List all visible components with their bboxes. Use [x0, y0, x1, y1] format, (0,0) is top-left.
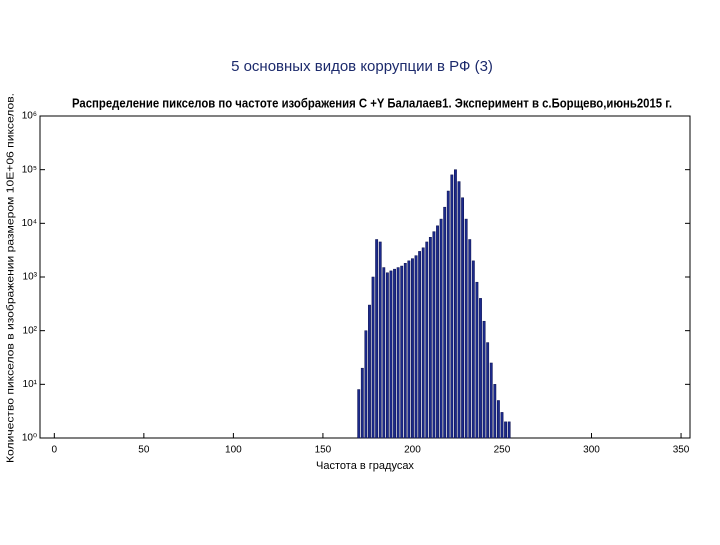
bar — [364, 330, 368, 439]
bar — [411, 258, 414, 439]
x-tick-label: 150 — [315, 445, 332, 456]
y-axis-label: Количество пикселов в изображении размер… — [5, 93, 17, 463]
bar — [479, 298, 482, 439]
bar — [436, 225, 439, 439]
bar — [418, 251, 422, 439]
bar — [432, 231, 436, 439]
y-tick-label: 10¹ — [23, 379, 38, 390]
bar — [439, 218, 443, 439]
bar — [385, 272, 389, 439]
chart-title: Распределение пикселов по частоте изобра… — [72, 95, 672, 110]
bar — [475, 281, 479, 439]
bar — [360, 367, 364, 439]
bar — [421, 247, 425, 439]
bar — [493, 384, 497, 439]
bar — [461, 197, 465, 439]
bar — [396, 267, 400, 439]
bar — [496, 400, 500, 439]
bar — [414, 255, 418, 439]
y-tick-label: 10⁵ — [22, 164, 37, 175]
bar — [464, 218, 468, 439]
bar — [486, 342, 490, 439]
bar — [500, 412, 504, 439]
bar — [382, 267, 386, 439]
bar — [378, 241, 382, 439]
bar — [393, 268, 396, 439]
bar — [468, 239, 472, 439]
bar — [446, 190, 450, 439]
bar — [389, 270, 393, 439]
y-tick-label: 10⁰ — [22, 433, 37, 444]
bar — [368, 304, 371, 439]
y-tick-label: 10³ — [23, 272, 38, 283]
bar — [403, 263, 407, 439]
bar — [504, 421, 507, 439]
x-tick-label: 50 — [138, 445, 150, 456]
y-tick-label: 10² — [23, 325, 38, 336]
x-tick-label: 300 — [583, 445, 600, 456]
bar — [407, 260, 411, 439]
bar — [443, 206, 447, 439]
bar — [507, 421, 511, 439]
bar — [457, 181, 461, 439]
bar — [425, 241, 429, 439]
bar — [357, 389, 361, 439]
bar — [371, 276, 375, 439]
bar — [375, 239, 379, 439]
bar — [489, 362, 493, 439]
bar — [454, 169, 457, 439]
x-tick-label: 0 — [52, 445, 58, 456]
bar — [400, 265, 404, 439]
x-tick-label: 350 — [673, 445, 690, 456]
y-tick-label: 10⁶ — [22, 111, 37, 122]
bar — [428, 237, 432, 439]
x-tick-label: 100 — [225, 445, 242, 456]
bar — [471, 260, 475, 439]
slide-title: 5 основных видов коррупции в РФ (3) — [231, 58, 493, 75]
x-tick-label: 250 — [494, 445, 511, 456]
bar — [482, 320, 486, 439]
x-tick-label: 200 — [404, 445, 421, 456]
y-tick-label: 10⁴ — [22, 218, 37, 229]
x-axis-label: Частота в градусах — [316, 460, 414, 472]
bar — [450, 174, 454, 439]
